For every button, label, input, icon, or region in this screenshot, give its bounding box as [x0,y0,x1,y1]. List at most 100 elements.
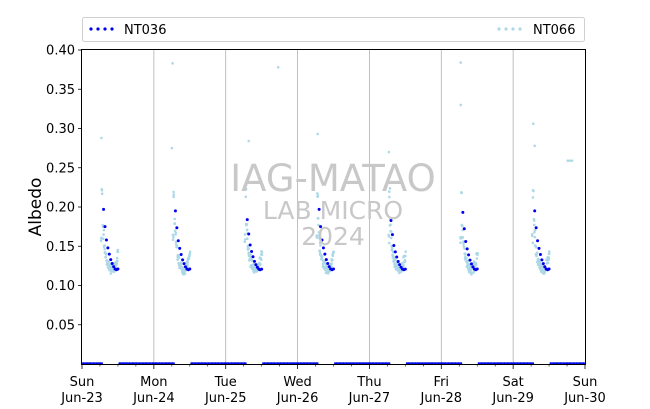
nt066-point [460,191,463,194]
nt036-point [378,362,381,365]
nt036-point [384,362,387,365]
nt036-point [95,362,98,365]
nt036-point [359,362,362,365]
nt066-point [103,244,107,247]
nt036-point [503,362,506,365]
nt036-point [286,362,289,365]
nt036-point [571,362,573,365]
nt036-point [540,258,544,262]
nt036-point [193,362,195,365]
nt066-point [537,258,541,262]
nt036-point [471,265,475,269]
nt036-point [262,362,264,365]
nt036-point [312,362,315,365]
nt036-point [104,238,108,242]
nt036-point [507,362,510,365]
nt066-point [387,150,391,154]
nt066-point [533,230,536,234]
nt036-point [453,362,456,365]
x-tick-date: Jun-27 [348,391,391,406]
nt036-point [213,362,216,365]
nt036-point [547,267,551,271]
nt036-point [167,362,170,365]
nt036-point [200,362,203,365]
nt036-point [88,362,91,365]
nt036-point [248,243,252,247]
y-tick-label: 0.30 [46,122,75,137]
nt036-point [313,362,316,365]
nt066-point [532,223,536,227]
nt036-point [499,362,502,365]
nt036-point [457,362,460,365]
y-tick-label: 0.20 [46,201,75,216]
nt036-point [574,362,576,365]
nt066-point [531,234,534,238]
nt036-point [308,362,310,365]
nt036-point [244,362,247,365]
nt036-point [132,362,135,365]
nt036-point [242,362,244,365]
nt066-point [464,253,467,256]
nt036-point [112,265,116,269]
nt036-point [431,362,434,365]
nt066-point [186,263,189,267]
nt036-point [178,246,182,250]
nt036-point [408,362,411,365]
nt036-point [142,362,145,365]
nt036-point [549,362,552,365]
nt066-point [459,61,462,64]
nt036-point [303,362,306,365]
nt036-point [252,259,256,263]
nt036-point [233,362,236,365]
nt036-point [229,362,231,365]
nt036-point [158,362,161,365]
nt036-point [298,362,300,365]
nt066-point [316,132,319,136]
nt066-point [243,233,247,236]
nt036-point [171,362,174,365]
nt036-point [456,362,458,365]
nt066-point [172,193,176,197]
y-tick-label: 0.05 [46,318,75,333]
nt066-point [116,248,120,252]
nt036-point [206,362,208,365]
nt036-point [430,362,433,365]
nt066-point [321,263,325,267]
nt036-point [227,362,230,365]
nt036-point [568,362,571,365]
nt036-point [513,362,516,365]
nt036-point [467,253,471,257]
nt036-point [551,362,553,365]
nt036-point [380,362,382,365]
x-tick-day: Thu [356,375,381,390]
nt036-point [316,362,319,365]
nt036-point [326,262,330,266]
nt066-point [532,189,535,193]
nt036-point [239,362,241,365]
nt066-point [245,228,249,232]
nt036-point [280,362,283,365]
nt066-point [173,222,177,225]
nt036-point [194,362,197,365]
nt066-point [171,233,175,237]
nt036-point [525,362,527,365]
nt036-point [437,362,440,365]
y-axis-title: Albedo [26,178,46,237]
x-tick-day: Sat [502,375,523,390]
nt036-point [263,362,266,365]
nt036-point [266,362,269,365]
nt036-point [288,362,290,365]
nt066-point [547,250,551,253]
nt036-point [324,258,328,262]
nt036-point [502,362,504,365]
nt036-point [509,362,512,365]
nt066-point [244,222,248,226]
legend-label-nt036: NT036 [124,23,166,38]
nt036-point [137,362,139,365]
y-tick-label: 0.15 [46,240,75,255]
nt066-point [114,263,118,267]
nt036-point [285,362,287,365]
nt036-point [131,362,134,365]
nt036-point [106,246,110,250]
nt036-point [407,362,410,365]
